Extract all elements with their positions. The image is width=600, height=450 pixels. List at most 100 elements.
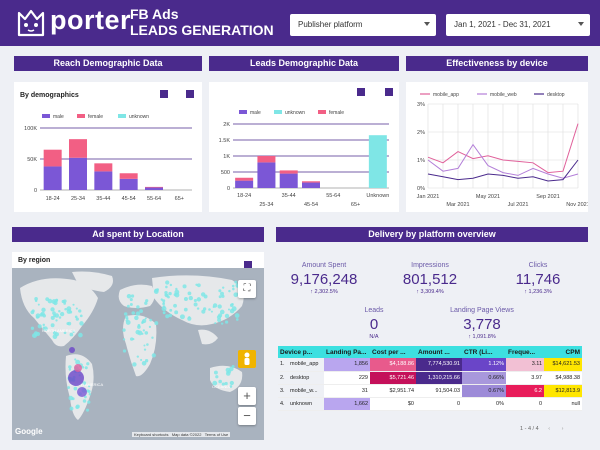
chevron-down-icon [578,22,584,26]
map-point [66,322,70,325]
map-point [87,390,91,394]
map-point [193,298,197,303]
map-point [37,303,40,306]
bar [257,162,276,188]
map-point [54,299,58,303]
map-data-text: Map data ©2022 [171,432,202,437]
map-point [229,385,233,388]
y-tick-label: 2K [223,122,230,128]
map-point [217,304,222,309]
column-header[interactable]: Amount ... [416,346,462,358]
map-point [151,353,156,358]
brand-logo-text: porter [50,5,132,35]
column-header[interactable]: CTR (Li... [462,346,506,358]
table-cell: 3.97 [506,371,544,385]
map-point [125,319,128,322]
map-point [30,326,35,330]
map-point [130,294,135,298]
section-title-leads: Leads Demographic Data [209,56,399,71]
fullscreen-icon[interactable]: ⛶ [238,280,256,298]
kpi-clicks: Clicks 11,746 ↑ 1,236.3% [494,262,582,295]
date-range-dropdown[interactable]: Jan 1, 2021 - Dec 31, 2021 [446,14,590,36]
keyboard-shortcuts-link[interactable]: Keyboard shortcuts [134,432,169,437]
column-header[interactable]: CPM [544,346,582,358]
leads-bar-chart: male unknown female 0 500 1K 1.5K 2K 18-24 35-44 5… [219,110,389,208]
row-index: 4. [280,400,285,407]
legend-label: mobile_app [433,92,459,98]
map-point [42,323,45,327]
map-point [212,380,218,386]
map-point [43,326,48,331]
x-tick-label: Unknown [366,193,389,199]
map-point [137,325,141,329]
zoom-out-button[interactable]: − [238,407,256,425]
bar [43,149,62,167]
kpi-value: 0 [369,316,379,333]
map-point [161,306,167,312]
reach-bar-chart: male female unknown 0 50K 100K 18-24 25-34 35-44… [24,114,192,202]
map-point [139,309,143,313]
map-point [52,334,58,340]
kpi-value: 9,176,248 [290,271,358,288]
map-point [144,301,148,305]
kpi-label: Clicks [528,262,548,269]
x-tick-label: 55-64 [147,196,161,202]
map-point [183,307,188,312]
zoom-in-button[interactable]: + [238,387,256,405]
column-header[interactable]: Device p... [278,346,324,358]
table-cell: $5,721.46 [370,371,416,385]
table-row[interactable]: 2. desktop 229 $5,721.46 1,310,215.66 0.66% 3.… [278,371,582,385]
map-point [144,331,149,335]
map-point [200,292,206,297]
map-point [64,307,67,311]
table-cell: 1,310,215.66 [416,371,462,385]
table-cell: $12,813.9 [544,384,582,398]
y-tick-label: 1.5K [219,138,231,144]
legend-label: male [250,110,261,116]
map-point [40,311,45,316]
device-cell: 3. mobile_w... [278,384,324,398]
table-row[interactable]: 1. mobile_app 1,856 $4,188.86 7,774,530.91 1.… [278,358,582,372]
table-cell: 0 [416,397,462,411]
bar [302,182,320,188]
map-point [122,338,126,341]
platform-dropdown[interactable]: Publisher platform [290,14,436,36]
series-line [427,159,579,182]
world-map[interactable]: NORTH AMERICA SOUTH AMERICA OCEANIA [12,268,264,440]
chevron-right-icon[interactable]: › [561,426,564,432]
map-point [193,302,198,307]
terms-link[interactable]: Terms of Use [204,432,229,437]
kpi-change: N/A [369,334,379,340]
column-header[interactable]: Cost per ... [370,346,416,358]
table-row[interactable]: 4. unknown 1,662 $0 0 0% 0 null [278,397,582,411]
section-title-location: Ad spent by Location [12,227,264,242]
map-point [162,301,165,304]
map-point [85,408,90,412]
map-point [73,386,78,391]
map-point [37,324,42,329]
chevron-left-icon[interactable]: ‹ [548,426,551,432]
section-title-reach: Reach Demographic Data [14,56,202,71]
map-point [66,309,72,314]
map-point [220,322,224,325]
column-header[interactable]: Landing Pa... [324,346,370,358]
map-point [218,313,223,318]
table-row[interactable]: 3. mobile_w... 31 $2,951.74 91,504.03 0.67% 6.… [278,384,582,398]
map-point [122,328,126,332]
street-view-pegman-icon[interactable] [238,350,256,368]
table-cell: $0 [370,397,416,411]
map-point [187,291,192,296]
map-point [41,307,46,313]
map-point [75,405,80,410]
table-cell: $2,951.74 [370,384,416,398]
map-point [131,311,136,315]
effectiveness-line-chart: mobile_app mobile_web desktop 0% 1% 2% 3% Jan 2… [417,92,588,208]
map-point [227,308,230,311]
column-header[interactable]: Freque... [506,346,544,358]
table-cell: 0.67% [462,384,506,398]
map-point [234,280,238,284]
map-point [214,322,217,325]
y-tick-label: 2% [417,130,425,136]
leads-chart-card: male unknown female 0 500 1K 1.5K 2K 18-24 35-44 5… [209,82,399,212]
map-point [162,311,166,315]
